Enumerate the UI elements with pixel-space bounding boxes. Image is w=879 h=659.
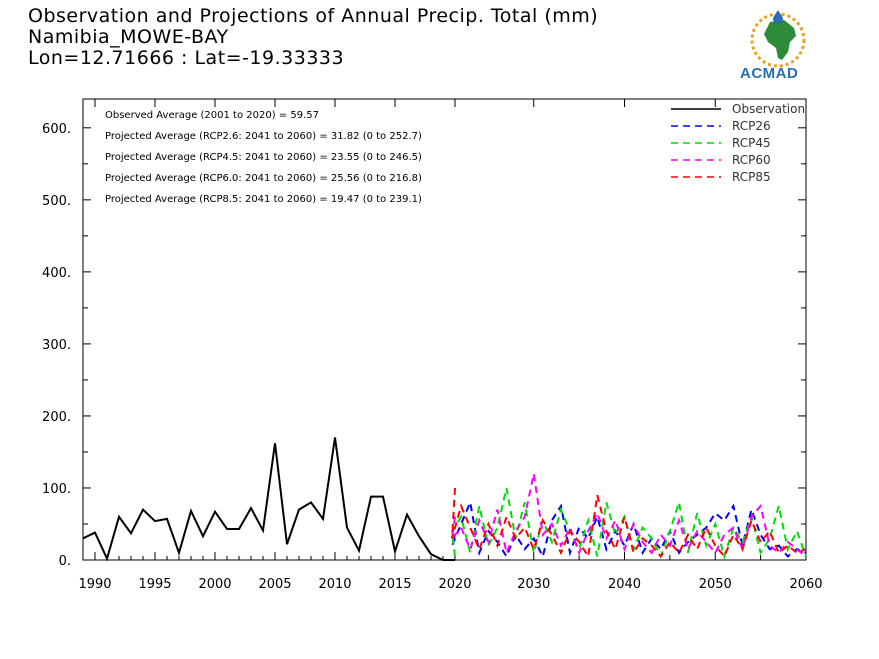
x-tick-label: 2010	[318, 577, 351, 592]
chart-title-block: Observation and Projections of Annual Pr…	[28, 6, 598, 69]
y-tick-label: 300.	[42, 338, 71, 353]
y-tick-label: 500.	[42, 194, 71, 209]
x-tick-label: 2040	[608, 577, 641, 592]
station-coordinates: Lon=12.71666 : Lat=-19.33333	[28, 47, 345, 69]
legend-label: RCP45	[732, 136, 771, 150]
series-line-observation	[82, 437, 455, 562]
acmad-logo-text: ACMAD	[740, 65, 799, 82]
y-tick-label: 600.	[42, 122, 71, 137]
station-name: Namibia_MOWE-BAY	[28, 26, 229, 48]
x-axis: 1990 1995 2000 2005 2010 2015 2020 2030 2040 2050…	[78, 99, 823, 592]
x-tick-label: 1990	[78, 577, 111, 592]
annotation-text: Projected Average (RCP4.5: 2041 to 2060)…	[105, 152, 422, 163]
data-series	[82, 437, 807, 562]
series-line-rcp26	[451, 498, 807, 560]
acmad-africa-logo-icon	[750, 10, 806, 68]
annotation-text: Observed Average (2001 to 2020) = 59.57	[105, 110, 319, 121]
x-tick-label: 2005	[258, 577, 291, 592]
legend-label: RCP85	[732, 170, 771, 184]
x-tick-label: 2030	[517, 577, 550, 592]
legend: Observation RCP26 RCP45 RCP60 RCP85	[671, 102, 805, 184]
annotation-text: Projected Average (RCP8.5: 2041 to 2060)…	[105, 194, 422, 205]
x-tick-label: 2050	[699, 577, 732, 592]
annotation-text: Projected Average (RCP6.0: 2041 to 2060)…	[105, 173, 422, 184]
x-tick-label: 2015	[378, 577, 411, 592]
series-line-rcp60	[450, 473, 807, 558]
x-tick-label: 2020	[438, 577, 471, 592]
annotations: Observed Average (2001 to 2020) = 59.57 P…	[105, 110, 422, 205]
y-tick-label: 400.	[42, 266, 71, 281]
x-tick-label: 1995	[138, 577, 171, 592]
y-axis: 0. 100. 200. 300. 400. 500. 600.	[42, 122, 806, 569]
x-tick-label: 2060	[789, 577, 822, 592]
y-tick-label: 100.	[42, 482, 71, 497]
plot-frame	[82, 98, 807, 561]
y-tick-label: 0.	[59, 554, 71, 569]
legend-label: Observation	[732, 102, 805, 116]
annotation-text: Projected Average (RCP2.6: 2041 to 2060)…	[105, 131, 422, 142]
legend-label: RCP26	[732, 119, 771, 133]
chart-title: Observation and Projections of Annual Pr…	[28, 5, 599, 27]
legend-label: RCP60	[732, 153, 771, 167]
series-line-rcp45	[451, 487, 807, 560]
y-tick-label: 200.	[42, 410, 71, 425]
x-tick-label: 2000	[198, 577, 231, 592]
